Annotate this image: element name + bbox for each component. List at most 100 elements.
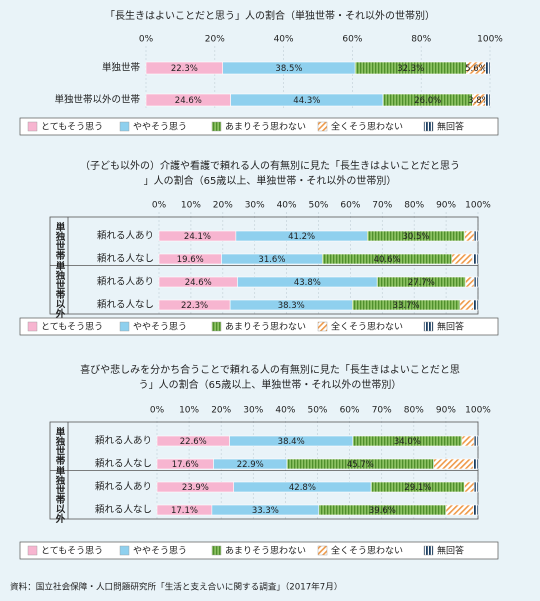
legend-swatch-4 — [317, 121, 328, 132]
row-label: 頼れる人あり — [95, 436, 152, 447]
value-label: 40.6% — [374, 255, 401, 265]
x-tick-label: 10% — [181, 201, 201, 211]
legend-swatch-4 — [317, 545, 328, 556]
legend-label: あまりそう思わない — [225, 322, 306, 333]
x-tick-label: 40% — [277, 201, 297, 211]
bar-segment-5 — [485, 93, 491, 107]
legend-label: 無回答 — [437, 321, 464, 333]
bar-segment-5 — [472, 253, 479, 265]
legend-swatch-1 — [27, 545, 38, 556]
chart-title-line-1: 「長生きはよいことだと思う」人の割合（単独世帯・それ以外の世帯別） — [105, 9, 435, 22]
value-label: 42.8% — [289, 483, 316, 493]
x-tick-label: 90% — [436, 406, 456, 416]
legend-label: 無回答 — [437, 121, 464, 133]
legend-swatch-5 — [423, 321, 434, 332]
legend-swatch-2 — [119, 121, 130, 132]
x-tick-label: 80% — [411, 35, 431, 45]
x-tick-label: 50% — [308, 201, 328, 211]
legend-label: あまりそう思わない — [225, 546, 306, 557]
bar-segment-4 — [445, 504, 474, 516]
chart-panel-3: 喜びや悲しみを分かち合うことで頼れる人の有無別に見た「長生きはよいことだと思う」… — [19, 363, 499, 560]
bar-segment-5 — [473, 504, 479, 516]
legend-swatch-5 — [423, 545, 434, 556]
bar-segment-5 — [473, 435, 479, 447]
legend-label: 全くそう思わない — [331, 545, 403, 557]
legend-label: 無回答 — [437, 545, 464, 557]
row-label: 頼れる人あり — [97, 231, 154, 242]
x-tick-label: 60% — [340, 406, 360, 416]
legend-swatch-3 — [211, 121, 222, 132]
x-tick-label: 20% — [211, 406, 231, 416]
x-tick-label: 60% — [340, 201, 360, 211]
x-tick-label: 100% — [465, 406, 491, 416]
value-label: 23.9% — [182, 483, 209, 493]
x-tick-label: 40% — [274, 35, 294, 45]
value-label: 45.7% — [347, 460, 374, 470]
value-label: 43.8% — [294, 278, 321, 288]
value-label: 22.3% — [181, 301, 208, 311]
legend-label: 全くそう思わない — [331, 121, 403, 133]
value-label: 24.1% — [184, 232, 211, 242]
x-tick-label: 80% — [404, 201, 424, 211]
legend-label: とてもそう思う — [41, 322, 103, 333]
value-label: 19.6% — [177, 255, 204, 265]
x-tick-label: 0% — [152, 201, 167, 211]
value-label: 22.3% — [171, 64, 198, 74]
legend-box — [19, 117, 499, 136]
row-label: 頼れる人なし — [97, 300, 154, 311]
legend-swatch-2 — [119, 545, 130, 556]
bar-segment-5 — [485, 61, 491, 75]
value-label: 32.3% — [397, 64, 424, 74]
row-label: 頼れる人なし — [95, 459, 152, 470]
x-tick-label: 70% — [372, 406, 392, 416]
bar-segment-5 — [472, 458, 479, 470]
x-tick-label: 100% — [465, 201, 491, 211]
value-label: 39.6% — [369, 506, 396, 516]
bar-segment-4 — [451, 253, 473, 265]
legend-label: 全くそう思わない — [331, 321, 403, 333]
source-note: 資料：国立社会保障・人口問題研究所「生活と支え合いに関する調査」（2017年7月… — [10, 581, 342, 593]
chart-panel-2: （子ども以外の）介護や看護で頼れる人の有無別に見た「長生きはよいことだと思う」人… — [19, 159, 499, 336]
value-label: 38.3% — [278, 301, 305, 311]
group-label: 単独世帯以外 — [54, 466, 67, 525]
bar-segment-4 — [464, 230, 475, 242]
x-tick-label: 20% — [213, 201, 233, 211]
value-label: 5.6% — [465, 64, 487, 74]
x-tick-label: 30% — [245, 201, 265, 211]
legend-label: ややそう思う — [133, 122, 187, 133]
chart-title-line-1: 喜びや悲しみを分かち合うことで頼れる人の有無別に見た「長生きはよいことだと思 — [80, 363, 460, 376]
row-label: 単独世帯 — [102, 62, 141, 74]
chart-title-line-1: （子ども以外の）介護や看護で頼れる人の有無別に見た「長生きはよいことだと思う — [80, 159, 460, 172]
x-tick-label: 30% — [243, 406, 263, 416]
x-tick-label: 20% — [205, 35, 225, 45]
value-label: 24.6% — [175, 96, 202, 106]
row-label: 頼れる人あり — [95, 482, 152, 493]
x-tick-label: 100% — [477, 35, 503, 45]
value-label: 17.6% — [172, 460, 199, 470]
row-label: 単独世帯以外の世帯 — [54, 94, 140, 106]
value-label: 38.4% — [278, 437, 305, 447]
value-label: 22.9% — [237, 460, 264, 470]
value-label: 22.6% — [180, 437, 207, 447]
legend-swatch-1 — [27, 321, 38, 332]
legend-label: とてもそう思う — [41, 546, 103, 557]
value-label: 29.1% — [404, 483, 431, 493]
chart-title-line-2: う」人の割合（65歳以上、単独世帯・それ以外の世帯別） — [139, 378, 402, 391]
value-label: 24.6% — [185, 278, 212, 288]
legend-swatch-3 — [211, 545, 222, 556]
x-tick-label: 60% — [342, 35, 362, 45]
legend-label: ややそう思う — [133, 546, 187, 557]
legend-swatch-2 — [119, 321, 130, 332]
group-label: 単独世帯 — [54, 222, 67, 262]
chart-title-line-2: 」人の割合（65歳以上、単独世帯・それ以外の世帯別） — [144, 174, 397, 187]
bar-segment-4 — [459, 299, 474, 311]
legend-swatch-1 — [27, 121, 38, 132]
legend-label: とてもそう思う — [41, 122, 103, 133]
value-label: 27.7% — [408, 278, 435, 288]
legend-label: あまりそう思わない — [225, 122, 306, 133]
x-tick-label: 70% — [372, 201, 392, 211]
x-tick-label: 50% — [307, 406, 327, 416]
legend-swatch-4 — [317, 321, 328, 332]
row-label: 頼れる人あり — [97, 277, 154, 288]
